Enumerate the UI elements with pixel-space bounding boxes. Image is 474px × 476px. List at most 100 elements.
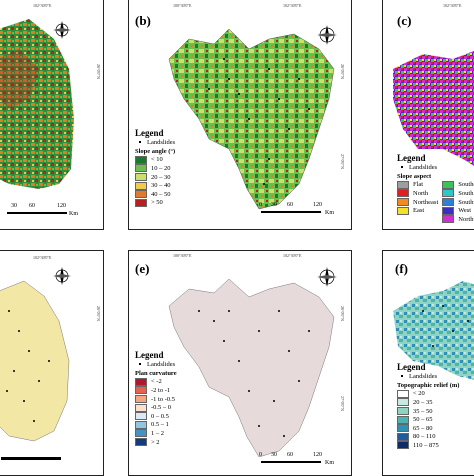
- legend-class-label: 35 – 50: [413, 407, 433, 415]
- landslide-dot-icon: [401, 166, 403, 169]
- legend-class-label: South: [458, 189, 474, 197]
- legend-class-row: > 50: [135, 198, 175, 208]
- legend-swatch: [397, 398, 409, 407]
- map-slope-elevation: [0, 19, 74, 189]
- legend-swatch: [135, 429, 147, 438]
- legend-swatch: [442, 180, 455, 189]
- legend-class-row: < -2: [135, 377, 177, 387]
- legend-label: Landslides: [409, 163, 438, 171]
- legend-class-label: 80 – 110: [413, 433, 436, 441]
- legend-class-row: 1 – 2: [135, 429, 177, 438]
- legend-label: Landslides: [147, 360, 176, 368]
- scale-unit: Km: [325, 460, 334, 466]
- landslide-dot-icon: [139, 141, 141, 144]
- scale-unit: Km: [69, 211, 78, 217]
- legend-subtitle: Topographic relief (m): [397, 381, 460, 389]
- legend-classes: Flat Southe North South Northeast Southw East W…: [397, 180, 474, 224]
- coord-top: 102°30'0"E: [443, 3, 462, 8]
- legend-class-row: Flat: [397, 180, 438, 190]
- compass: [315, 265, 339, 289]
- legend-swatch: [135, 173, 147, 182]
- legend-row-landslides: Landslides: [135, 360, 177, 369]
- legend-swatch: [442, 206, 455, 215]
- legend-swatch: [397, 432, 409, 441]
- legend-title: Legend: [397, 153, 426, 163]
- legend-swatch: [397, 189, 409, 198]
- compass-rose-icon: [317, 25, 337, 45]
- legend-class-row: 110 – 875: [397, 441, 459, 450]
- scale-tick-1: 30: [271, 202, 277, 208]
- legend-class-row: [397, 215, 438, 224]
- panel-label: (b): [135, 13, 151, 28]
- legend-swatch: [397, 389, 409, 398]
- legend-swatch: [135, 190, 147, 199]
- scale-tick-2: 60: [29, 203, 35, 209]
- coord-right-bottom: 27°0'0"N: [339, 396, 345, 411]
- legend-swatch: [135, 155, 147, 164]
- panel-e: (e) 100°30'0"E 102°30'0"E 26°0'0"N 27°0'…: [128, 250, 352, 476]
- legend-swatch: [135, 395, 147, 404]
- compass: [51, 265, 73, 287]
- compass-rose-icon: [53, 21, 71, 39]
- legend-class-row: West: [442, 206, 474, 215]
- legend-class-row: 50 – 65: [397, 415, 459, 424]
- legend-class-label: 1 – 2: [151, 429, 164, 437]
- legend-swatch: [397, 415, 409, 424]
- legend-class-label: -2 to -1: [151, 386, 171, 394]
- legend-class-row: South: [442, 189, 474, 198]
- legend-title: Legend: [135, 128, 164, 138]
- legend-class-label: 110 – 875: [413, 441, 439, 449]
- coord-right-top: 26°0'0"N: [339, 64, 345, 79]
- legend-swatch: [135, 377, 147, 386]
- coord-top-right: 102°30'0"E: [283, 253, 302, 258]
- legend-class-row: 0.5 – 1: [135, 420, 177, 430]
- legend-class-label: Southe: [458, 181, 474, 189]
- legend-class-row: Northw: [442, 215, 474, 224]
- legend-swatch: [135, 181, 147, 190]
- scale-tick-0: 0: [259, 202, 262, 208]
- legend-label: Landslides: [147, 138, 176, 146]
- legend-label: Landslides: [409, 372, 438, 380]
- legend-class-label: 30 – 40: [151, 182, 171, 190]
- legend-swatch: [397, 441, 409, 450]
- map-plan-curvature: [168, 278, 335, 458]
- legend-class-label: < 20: [413, 390, 425, 398]
- scale-bar: [7, 212, 67, 214]
- legend-class-label: < 10: [151, 156, 163, 164]
- map-slope-angle: [168, 28, 335, 210]
- legend-class-label: 65 – 80: [413, 424, 433, 432]
- legend-class-label: 50 – 65: [413, 416, 433, 424]
- legend: Legend Landslides Topographic relief (m)…: [397, 363, 459, 450]
- panel-label: (c): [397, 13, 412, 28]
- scale-bar: [261, 211, 321, 213]
- scale-tick-2: 60: [287, 452, 293, 458]
- legend-class-row: Northeast: [397, 198, 438, 207]
- coord-right-bottom: 27°0'0"N: [339, 154, 345, 169]
- compass: [51, 19, 73, 41]
- coord-top-left: 100°30'0"E: [173, 253, 192, 258]
- coord-top-left: 100°30'0"E: [173, 3, 192, 8]
- panel-f: (f) Legend Landslides Topographic relief…: [382, 250, 474, 476]
- legend-class-label: Northw: [458, 215, 474, 223]
- compass: [315, 23, 339, 47]
- scale-tick-1: 30: [271, 452, 277, 458]
- legend-row-landslides: Landslides: [397, 163, 474, 172]
- legend-class-label: Flat: [413, 181, 424, 189]
- legend-swatch: [135, 403, 147, 412]
- legend-subtitle: Plan curvature: [135, 369, 177, 377]
- legend-row-landslides: Landslides: [397, 372, 459, 381]
- legend-class-row: 10 – 20: [135, 164, 175, 173]
- legend-class-label: -0.5 – 0: [151, 404, 172, 412]
- panel-label: (f): [395, 261, 408, 276]
- coord-top-right: 102°30'0"E: [283, 3, 302, 8]
- legend: Legend Landslides Slope aspect Flat South…: [397, 154, 474, 224]
- panel-label: (e): [135, 261, 150, 276]
- legend-class-label: -1 to -0.5: [151, 395, 176, 403]
- scale-unit: Km: [325, 210, 334, 216]
- legend-class-row: > 2: [135, 438, 177, 447]
- legend-classes: < 10 10 – 20 20 – 30 30 – 40 40 – 50 > 50: [135, 155, 175, 208]
- scale-tick-3: 120: [313, 202, 322, 208]
- legend-swatch: [135, 386, 147, 395]
- legend-class-label: North: [413, 189, 429, 197]
- legend-class-row: East: [397, 206, 438, 215]
